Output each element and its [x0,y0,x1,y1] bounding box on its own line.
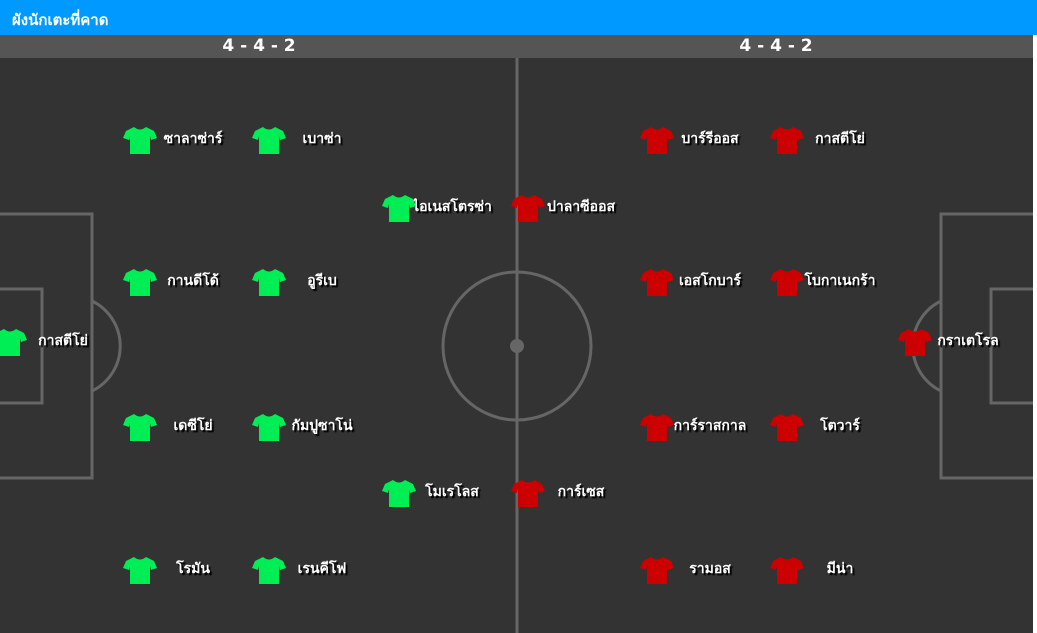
player-home[interactable]: ไอเนสโตรซ่า [382,194,522,222]
shirt-icon [640,127,674,154]
shirt-icon [770,127,804,154]
player-name: กราเตโรล [937,333,999,349]
player-name: รามอส [689,561,731,577]
player-name: กัมปูซาโน่ [291,418,353,434]
widget-header: ผังนักเตะที่คาด [0,0,1037,35]
player-name: บาร์รีออส [681,131,739,147]
shirt-icon [640,269,674,296]
player-name: กาสตีโย่ [815,131,865,147]
shirt-icon [252,269,286,296]
player-away[interactable]: บาร์รีออส [640,126,780,154]
player-name: เอสโกบาร์ [678,273,741,289]
away-formation: 4 - 4 - 2 [739,36,813,56]
player-name: โบกาเนกร้า [804,273,876,289]
pitch: กาสตีโย่ ซาลาซ่าร์ เบาซ่า บาร์รีออส กาสตีโย่… [0,58,1033,633]
player-home[interactable]: กานดีโด้ [123,268,263,296]
player-name: ซาลาซ่าร์ [163,131,223,147]
player-home[interactable]: โรมัน [123,556,263,584]
player-name: ไอเนสโตรซ่า [412,199,492,215]
formation-bar: 4 - 4 - 2 4 - 4 - 2 [0,35,1033,58]
player-away[interactable]: รามอส [640,556,780,584]
player-away[interactable]: โบกาเนกร้า [770,268,910,296]
player-home[interactable]: เดซีโย่ [123,413,263,441]
player-name: โตวาร์ [820,418,860,434]
player-name: เดซีโย่ [173,418,213,434]
player-name: กาสตีโย่ [38,333,88,349]
player-away[interactable]: กราเตโรล [898,328,1037,356]
player-home[interactable]: อูรีเบ [252,268,392,296]
widget-title: ผังนักเตะที่คาด [12,11,109,29]
shirt-icon [123,127,157,154]
player-name: เบาซ่า [302,131,342,147]
player-name: การ์ราสกาล [673,418,747,434]
shirt-icon [252,414,286,441]
player-name: อูรีเบ [307,273,337,289]
player-home[interactable]: เรนคีโฟ [252,556,392,584]
shirt-icon [640,414,674,441]
player-away[interactable]: ปาลาซีออส [511,194,651,222]
player-name: กานดีโด้ [167,273,219,289]
shirt-icon [770,557,804,584]
shirt-icon [770,269,804,296]
shirt-icon [640,557,674,584]
shirt-icon [252,127,286,154]
player-home[interactable]: กาสตีโย่ [0,328,133,356]
player-away[interactable]: โตวาร์ [770,413,910,441]
player-name: มีน่า [826,561,854,577]
player-home[interactable]: โมเรโลส [382,479,522,507]
shirt-icon [511,195,545,222]
pitch-markings [0,58,1033,633]
shirt-icon [123,557,157,584]
player-home[interactable]: ซาลาซ่าร์ [123,126,263,154]
player-away[interactable]: เอสโกบาร์ [640,268,780,296]
shirt-icon [770,414,804,441]
shirt-icon [382,195,416,222]
shirt-icon [123,269,157,296]
player-name: การ์เซส [557,484,605,500]
player-name: โรมัน [176,561,210,577]
player-home[interactable]: กัมปูซาโน่ [252,413,392,441]
player-away[interactable]: มีน่า [770,556,910,584]
shirt-icon [898,329,932,356]
shirt-icon [382,480,416,507]
player-home[interactable]: เบาซ่า [252,126,392,154]
player-away[interactable]: กาสตีโย่ [770,126,910,154]
shirt-icon [123,414,157,441]
player-name: เรนคีโฟ [297,561,347,577]
shirt-icon [252,557,286,584]
player-away[interactable]: การ์ราสกาล [640,413,780,441]
home-formation: 4 - 4 - 2 [222,36,296,56]
player-name: ปาลาซีออส [546,199,616,215]
shirt-icon [511,480,545,507]
player-away[interactable]: การ์เซส [511,479,651,507]
player-name: โมเรโลส [425,484,479,500]
shirt-icon [0,329,27,356]
